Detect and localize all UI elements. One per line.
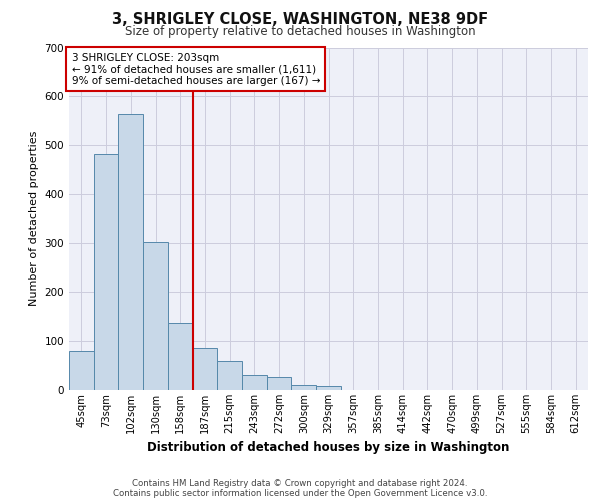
Bar bbox=[94, 154, 118, 390]
Bar bbox=[292, 385, 316, 390]
Text: Size of property relative to detached houses in Washington: Size of property relative to detached ho… bbox=[125, 25, 475, 38]
Bar bbox=[118, 114, 143, 390]
Y-axis label: Number of detached properties: Number of detached properties bbox=[29, 131, 39, 306]
Text: 3, SHRIGLEY CLOSE, WASHINGTON, NE38 9DF: 3, SHRIGLEY CLOSE, WASHINGTON, NE38 9DF bbox=[112, 12, 488, 28]
Bar bbox=[267, 378, 292, 390]
Bar bbox=[217, 360, 242, 390]
Text: 3 SHRIGLEY CLOSE: 203sqm
← 91% of detached houses are smaller (1,611)
9% of semi: 3 SHRIGLEY CLOSE: 203sqm ← 91% of detach… bbox=[71, 52, 320, 86]
Bar bbox=[316, 386, 341, 390]
Bar bbox=[69, 351, 94, 390]
Bar bbox=[193, 348, 217, 390]
Text: Contains public sector information licensed under the Open Government Licence v3: Contains public sector information licen… bbox=[113, 488, 487, 498]
Bar bbox=[242, 376, 267, 390]
X-axis label: Distribution of detached houses by size in Washington: Distribution of detached houses by size … bbox=[148, 442, 509, 454]
Text: Contains HM Land Registry data © Crown copyright and database right 2024.: Contains HM Land Registry data © Crown c… bbox=[132, 478, 468, 488]
Bar bbox=[168, 324, 193, 390]
Bar bbox=[143, 242, 168, 390]
